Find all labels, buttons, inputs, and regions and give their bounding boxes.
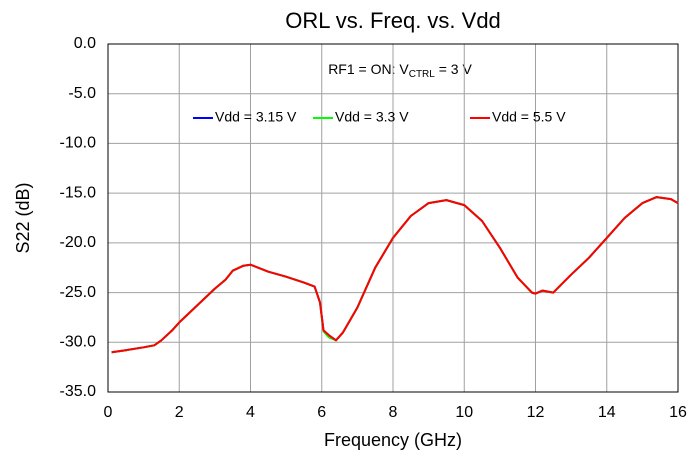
y-tick-label: -30.0 <box>60 334 97 351</box>
legend-label: Vdd = 5.5 V <box>492 109 566 125</box>
annotation-subscript: CTRL <box>409 69 436 80</box>
y-tick-label: -20.0 <box>60 234 97 251</box>
data-line <box>111 196 679 354</box>
y-tick-label: -5.0 <box>68 85 96 102</box>
x-tick-label: 14 <box>598 404 616 421</box>
legend-label: Vdd = 3.3 V <box>335 109 409 125</box>
x-tick-label: 16 <box>669 404 687 421</box>
legend-label: Vdd = 3.15 V <box>215 109 297 125</box>
x-tick-label: 8 <box>389 404 398 421</box>
x-tick-label: 6 <box>317 404 326 421</box>
x-tick-label: 10 <box>455 404 473 421</box>
chart-title: ORL vs. Freq. vs. Vdd <box>285 8 501 33</box>
y-tick-label: -10.0 <box>60 135 97 152</box>
x-tick-label: 4 <box>246 404 255 421</box>
x-tick-label: 12 <box>527 404 545 421</box>
y-tick-label: -25.0 <box>60 284 97 301</box>
y-tick-label: 0.0 <box>74 35 96 52</box>
x-tick-label: 2 <box>175 404 184 421</box>
data-line <box>111 196 679 354</box>
y-tick-label: -35.0 <box>60 383 97 400</box>
x-tick-label: 0 <box>104 404 113 421</box>
plot-border <box>107 43 679 393</box>
y-axis-label: S22 (dB) <box>13 182 33 253</box>
annotation: RF1 = ON: VCTRL = 3 V <box>328 61 472 80</box>
annotation-text: = 3 V <box>435 61 473 77</box>
x-axis-label: Frequency (GHz) <box>324 430 462 450</box>
annotation-text: RF1 = ON: V <box>328 61 409 77</box>
y-tick-label: -15.0 <box>60 184 97 201</box>
data-line <box>111 196 679 354</box>
